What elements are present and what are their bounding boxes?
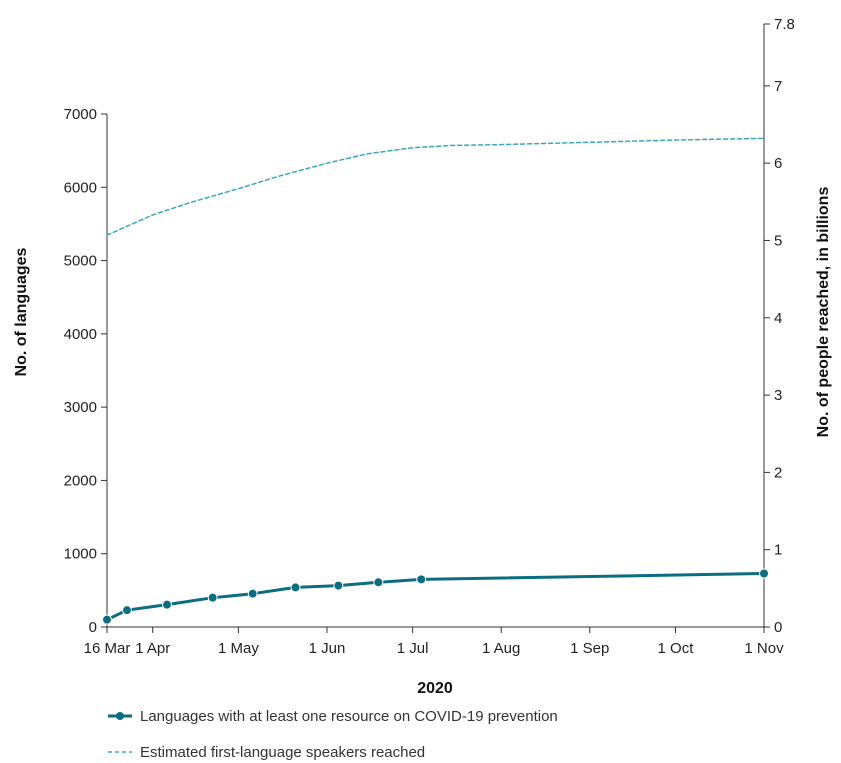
languages-data-point <box>333 580 344 591</box>
x-axis-tick-label: 16 Mar <box>84 640 131 657</box>
right-axis-tick-label: 2 <box>774 464 782 481</box>
legend-item-speakers: Estimated first-language speakers reache… <box>108 744 425 761</box>
x-axis-tick-label: 1 Oct <box>658 640 695 657</box>
languages-data-point <box>161 599 172 610</box>
legend-label-languages: Languages with at least one resource on … <box>140 708 558 725</box>
languages-data-point <box>416 574 427 585</box>
right-axis-tick-label: 7.8 <box>774 16 795 33</box>
left-axis-tick-label: 7000 <box>64 106 97 123</box>
x-axis-tick-label: 1 Jun <box>309 640 346 657</box>
x-axis-tick-label: 1 Apr <box>135 640 170 657</box>
speakers-series-line <box>106 137 765 236</box>
right-axis-tick-label: 1 <box>774 542 782 559</box>
legend-label-speakers: Estimated first-language speakers reache… <box>140 744 425 761</box>
x-axis-tick-label: 1 Sep <box>570 640 609 657</box>
languages-series-line <box>105 572 766 622</box>
left-axis-tick-label: 5000 <box>64 253 97 270</box>
chart-series <box>102 137 769 625</box>
x-axis-tick-label: 1 Nov <box>744 640 784 657</box>
x-axis-tick-label: 1 May <box>218 640 259 657</box>
chart-axes: 0 1000 2000 3000 4000 5000 6000 7000 0 1 2 3 4 5 6 7 7.8… <box>64 16 795 657</box>
chart-legend: Languages with at least one resource on … <box>108 708 558 761</box>
languages-data-point <box>121 605 132 616</box>
languages-data-point <box>102 614 112 625</box>
languages-data-point <box>247 588 258 599</box>
right-axis-tick-label: 4 <box>774 310 782 327</box>
languages-data-point <box>290 582 301 593</box>
left-axis-tick-label: 3000 <box>64 399 97 416</box>
left-axis-tick-label: 2000 <box>64 472 97 489</box>
x-axis-tick-label: 1 Jul <box>397 640 429 657</box>
right-axis-title: No. of people reached, in billions <box>815 187 832 438</box>
x-axis-tick-label: 1 Aug <box>482 640 520 657</box>
languages-data-point <box>207 592 218 603</box>
languages-data-point <box>373 577 384 588</box>
left-axis-tick-label: 6000 <box>64 179 97 196</box>
x-axis-title: 2020 <box>417 680 453 697</box>
left-axis-tick-label: 1000 <box>64 546 97 563</box>
right-axis-tick-label: 6 <box>774 155 782 172</box>
left-axis-tick-label: 0 <box>89 619 97 636</box>
right-axis-tick-label: 3 <box>774 387 782 404</box>
right-axis-tick-label: 0 <box>774 619 782 636</box>
legend-marker-languages <box>116 712 124 720</box>
languages-data-point <box>759 568 769 579</box>
left-axis-tick-label: 4000 <box>64 326 97 343</box>
legend-item-languages: Languages with at least one resource on … <box>108 708 558 725</box>
right-axis-tick-label: 5 <box>774 232 782 249</box>
left-axis-title: No. of languages <box>13 247 30 376</box>
right-axis-tick-label: 7 <box>774 78 782 95</box>
